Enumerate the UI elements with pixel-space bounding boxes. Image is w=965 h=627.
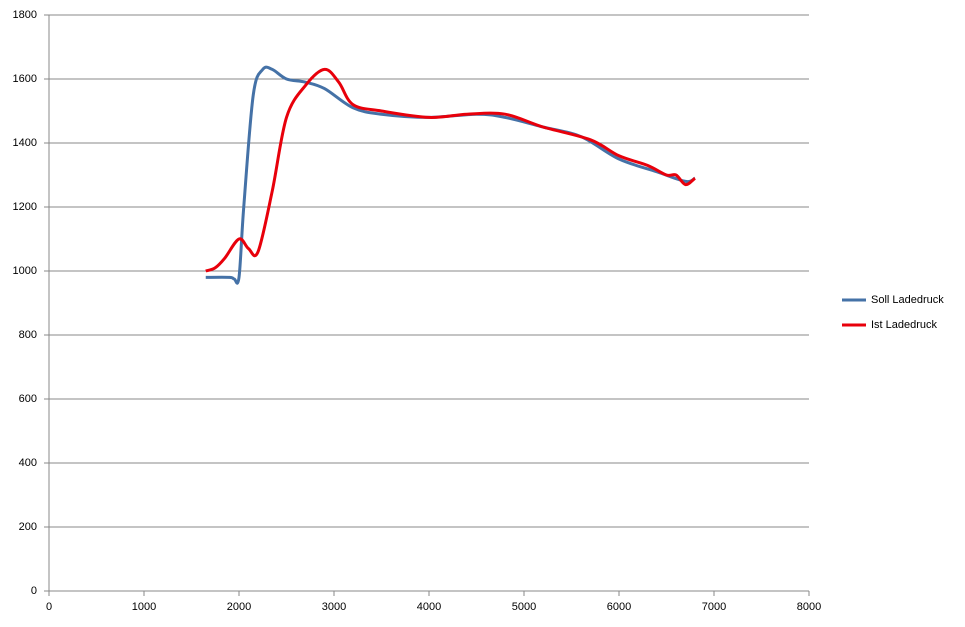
x-tick-label: 7000 [702,601,726,613]
line [205,67,696,273]
y-tick-label: 1200 [13,201,37,213]
y-tick-label: 600 [19,393,37,405]
x-tick-label: 1000 [132,601,156,613]
y-tick-label: 0 [31,585,37,597]
y-tick-label: 800 [19,329,37,341]
x-tick-label: 2000 [227,601,251,613]
x-tick-label: 4000 [417,601,441,613]
y-tick-label: 1000 [13,265,37,277]
x-tick-label: 5000 [512,601,536,613]
y-tick-label: 200 [19,521,37,533]
y-tick-label: 1400 [13,137,37,149]
legend-label: Ist Ladedruck [871,319,938,331]
x-tick-label: 8000 [797,601,821,613]
y-tick-label: 1800 [13,9,37,21]
legend-label: Soll Ladedruck [871,294,944,306]
line [205,65,696,285]
y-tick-label: 400 [19,457,37,469]
x-tick-label: 0 [46,601,52,613]
x-tick-label: 3000 [322,601,346,613]
x-tick-label: 6000 [607,601,631,613]
y-tick-label: 1600 [13,73,37,85]
